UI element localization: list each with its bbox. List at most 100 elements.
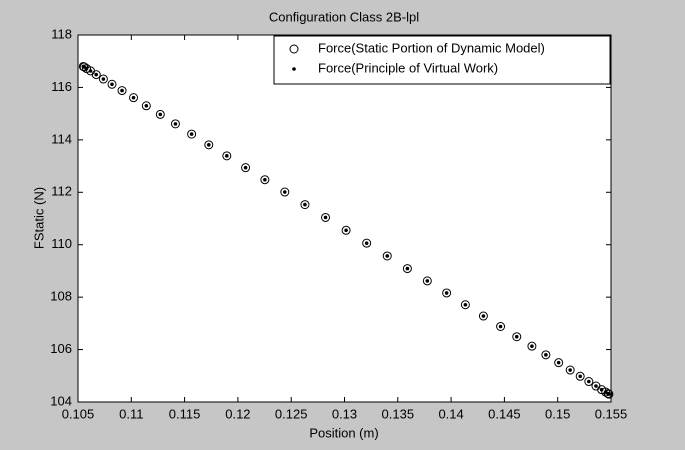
data-point [110,82,114,87]
data-point [568,368,572,372]
y-tick-label: 118 [51,26,72,41]
data-point [385,254,390,258]
data-point [584,377,594,387]
data-point [120,88,124,93]
x-tick-label: 0.14 [438,406,463,421]
legend-marker [292,67,296,71]
data-point [556,360,561,365]
data-point [463,302,468,307]
x-tick-label: 0.105 [62,406,95,421]
data-point [144,103,149,108]
data-point [206,143,211,147]
data-point [364,241,369,245]
data-point [565,365,575,375]
data-point [512,332,522,342]
legend-box [273,35,611,85]
data-point [189,132,194,136]
data-point [280,187,290,197]
y-tick-label: 114 [51,131,72,146]
data-point [91,70,101,80]
data-point [141,101,151,111]
data-point [101,77,106,81]
data-point [362,238,372,248]
data-point [155,109,165,119]
data-point [460,300,470,310]
data-point [158,112,163,117]
data-point [478,311,488,321]
data-point [173,122,178,126]
data-point [341,225,351,235]
data-point [88,69,93,73]
data-point [496,322,506,332]
legend-label: Force(Static Portion of Dynamic Model) [318,40,545,55]
x-tick-label: 0.12 [225,406,250,421]
data-point [527,341,537,351]
data-point [222,151,232,161]
data-point [554,358,564,368]
data-point [442,288,452,298]
data-point [599,387,604,392]
legend-marker [289,44,299,54]
data-point [283,190,287,194]
data-point [204,140,214,150]
data-point [323,215,328,220]
y-tick-label: 110 [51,236,72,251]
data-point [98,74,108,84]
x-tick-label: 0.125 [275,406,308,421]
data-point [129,93,139,103]
data-point [514,334,519,339]
y-tick-label: 106 [50,341,72,356]
data-point [444,291,449,295]
data-point [84,66,89,71]
y-axis-label: FStatic (N) [31,187,46,249]
x-axis-label: Position (m) [309,425,378,440]
data-point [263,177,267,182]
data-point [594,384,598,388]
data-point [107,79,117,89]
legend-label: Force(Principle of Virtual Work) [318,60,498,75]
data-point [382,251,392,261]
data-point [402,264,412,274]
data-point [344,228,348,233]
x-tick-label: 0.115 [169,406,201,421]
data-point [575,371,585,381]
data-point [578,374,582,379]
data-point [300,200,310,210]
data-point [541,350,551,360]
data-point [530,344,534,348]
x-tick-label: 0.11 [119,406,143,421]
data-point [607,392,611,396]
data-point [303,202,307,207]
y-tick-label: 116 [51,79,72,94]
data-point [544,353,548,357]
data-point [94,72,99,77]
x-tick-label: 0.145 [488,406,521,421]
data-point [604,389,614,399]
data-point [170,119,180,129]
data-point [422,276,432,286]
data-point [131,95,136,100]
y-tick-label: 104 [50,393,72,408]
x-tick-label: 0.15 [545,406,570,421]
data-point [79,62,89,72]
data-point [187,129,197,139]
x-tick-label: 0.135 [382,406,415,421]
data-point [243,165,248,170]
data-point [241,163,251,173]
data-point [225,154,229,158]
y-tick-label: 108 [50,289,72,304]
data-point [481,314,486,318]
data-point [117,86,127,96]
data-point [498,324,503,329]
x-tick-label: 0.13 [332,406,357,421]
data-point [425,279,430,283]
data-point [260,175,270,185]
plot-area [77,34,612,403]
data-point [587,379,591,384]
chart-title: Configuration Class 2B-lpl [269,9,419,24]
data-point [321,212,331,222]
data-point [405,266,410,271]
y-tick-label: 112 [51,184,72,199]
